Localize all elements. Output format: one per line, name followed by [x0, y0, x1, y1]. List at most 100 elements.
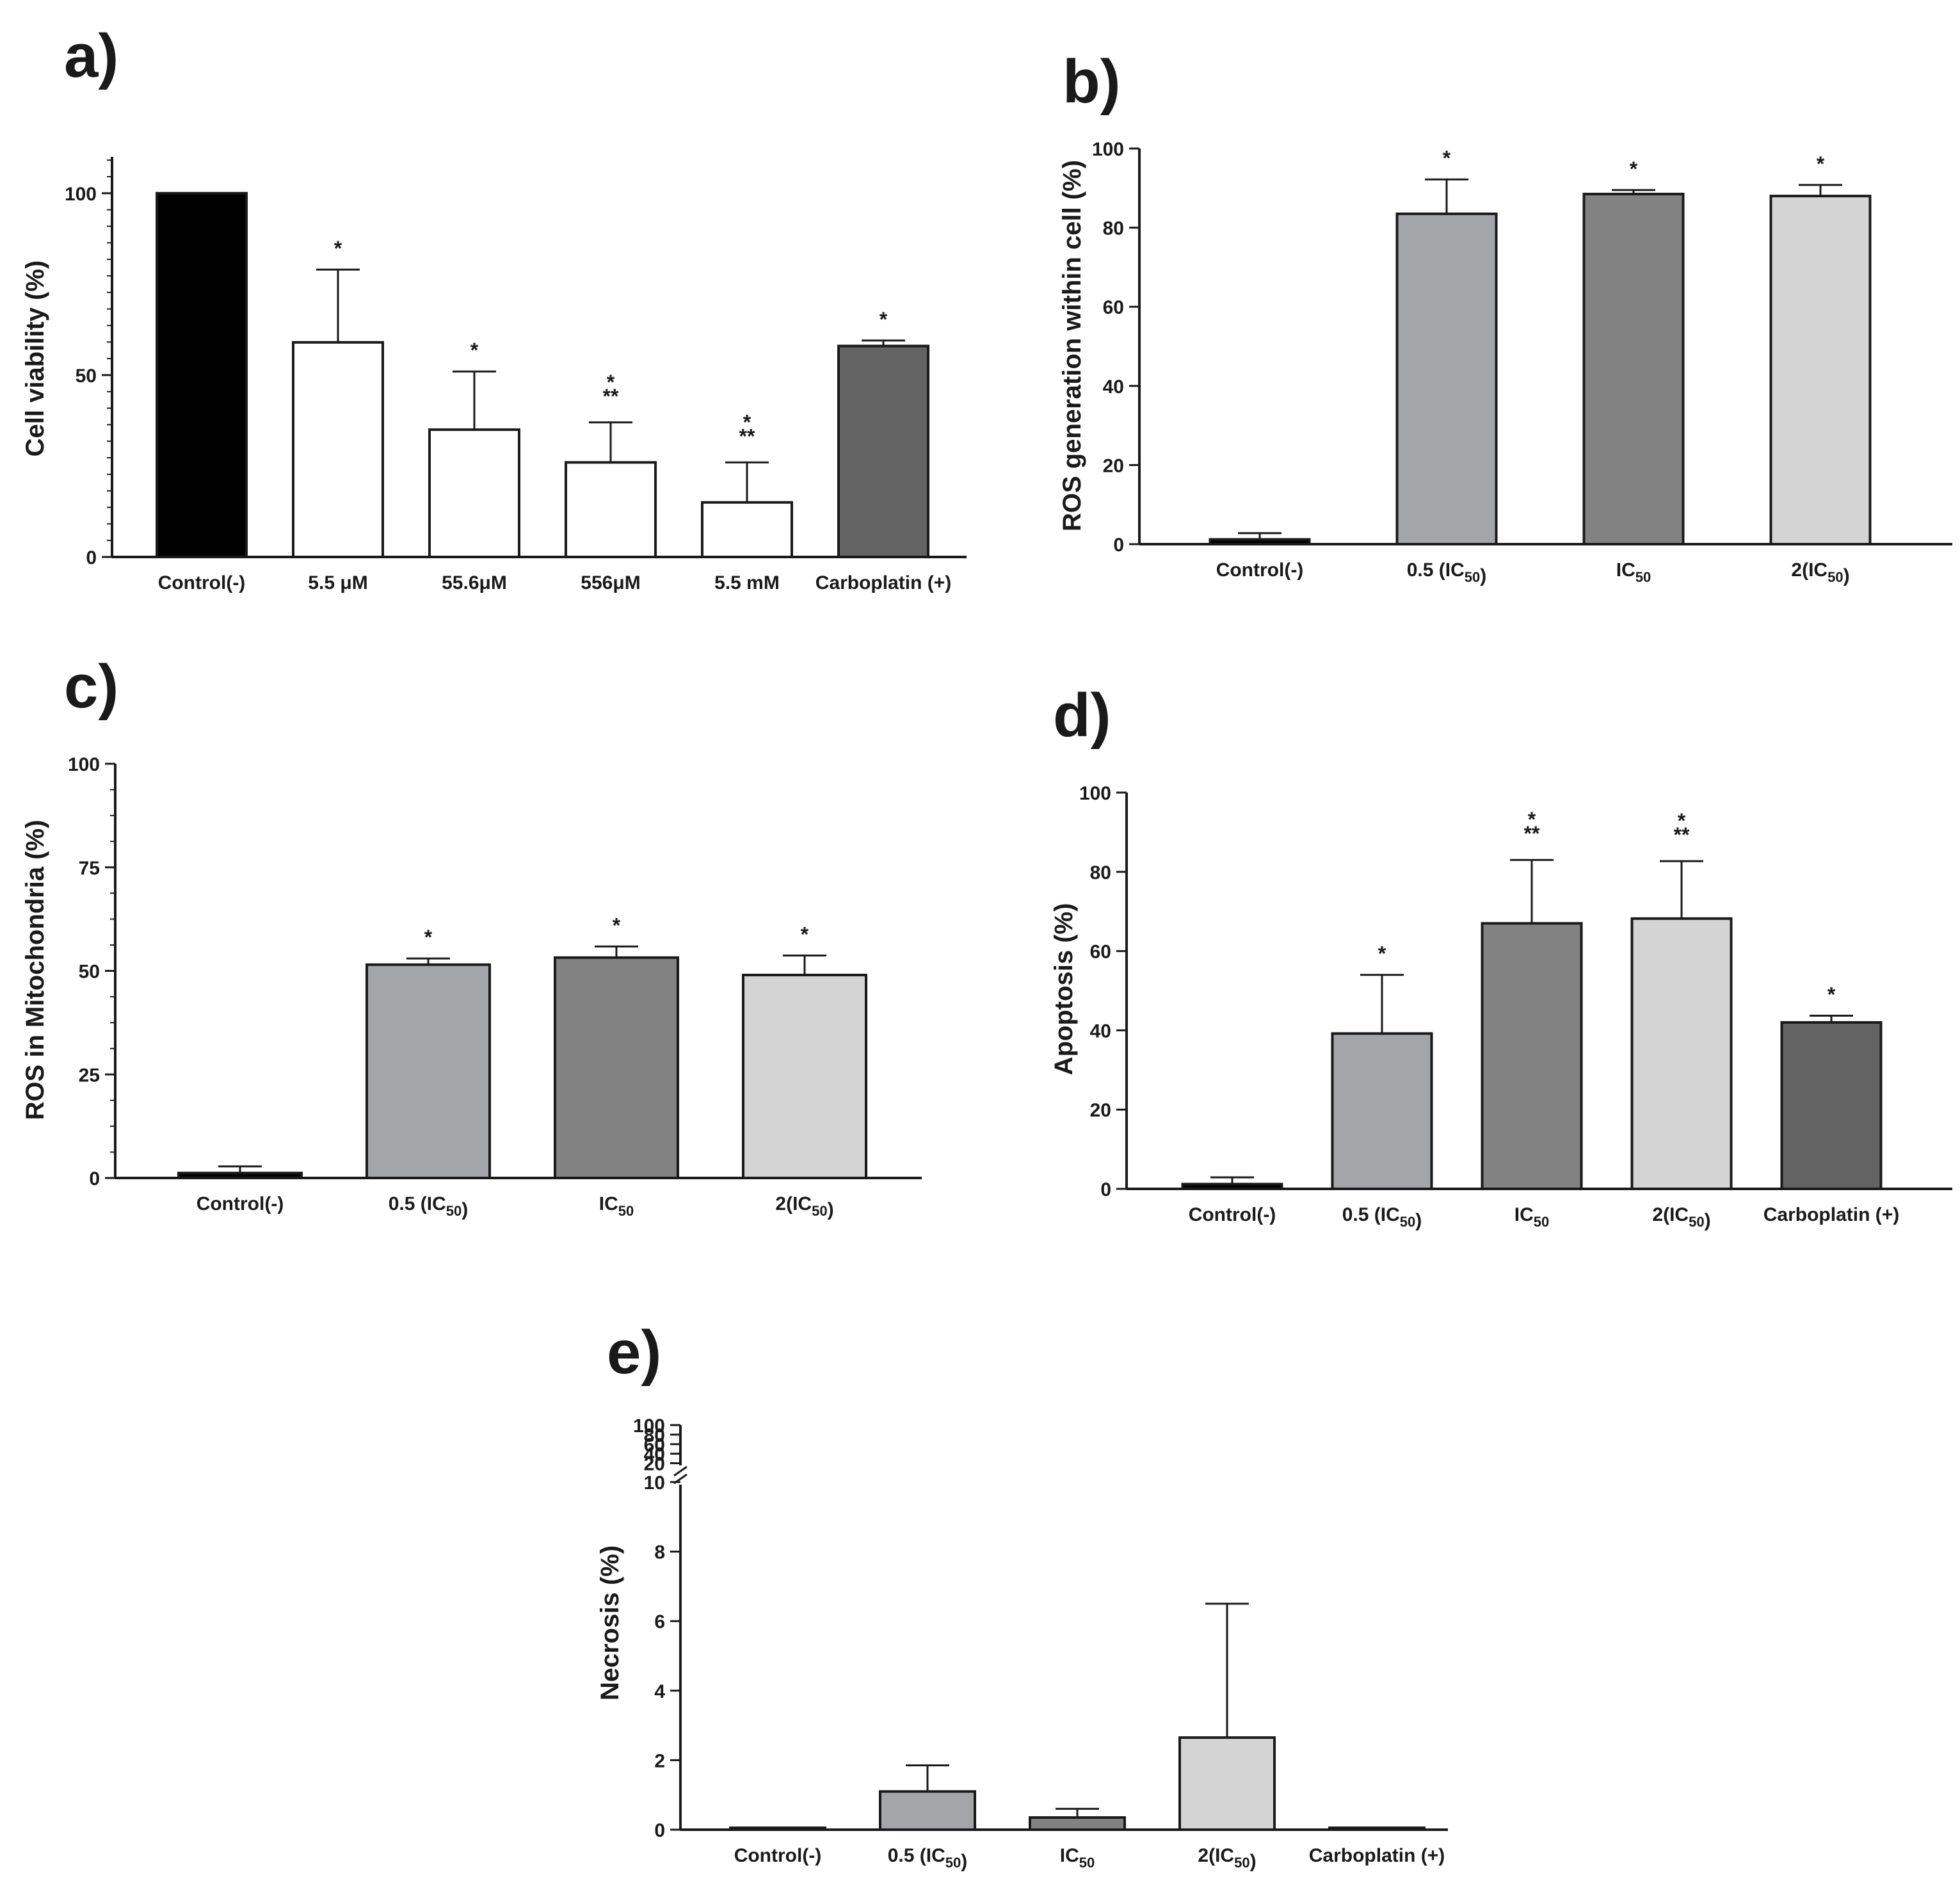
significance-label: *	[607, 371, 615, 394]
significance-label: *	[424, 926, 433, 949]
x-tick-label: IC50	[599, 1193, 634, 1219]
bar	[1630, 917, 1733, 1191]
y-tick-label: 80	[644, 1425, 665, 1446]
x-tick-label: 2(IC50)	[1652, 1204, 1710, 1231]
y-tick-label: 40	[1103, 376, 1124, 398]
bar	[1331, 1032, 1433, 1191]
x-tick-label: Control(-)	[158, 572, 246, 593]
y-tick-label: 40	[1090, 1020, 1111, 1042]
bar	[365, 963, 491, 1180]
panel-letter: d)	[1053, 681, 1111, 750]
y-tick-label: 100	[65, 184, 97, 205]
y-axis-label: ROS in Mitochondria (%)	[21, 820, 49, 1120]
significance-label: *	[1528, 808, 1536, 831]
significance-label: **	[1524, 822, 1540, 845]
chart-panel-c: c) 0 25 50 75 100 ROS in Mitochondria (%) Contr…	[21, 652, 922, 1220]
y-tick-label: 0	[654, 1820, 665, 1841]
x-tick-label: 2(IC50)	[1791, 560, 1849, 586]
chart-panel-a: a) 0 50 100 Cell viability (%) Control(-) * 5.5…	[21, 22, 967, 593]
x-tick-label: IC50	[1060, 1845, 1095, 1871]
bar	[156, 191, 248, 558]
significance-label: *	[1443, 147, 1451, 170]
bar	[1029, 1816, 1126, 1832]
x-tick-label: Control(-)	[197, 1193, 284, 1214]
significance-label: *	[1827, 983, 1836, 1006]
bar	[1780, 1021, 1883, 1191]
significance-label: **	[603, 385, 619, 408]
x-tick-label: 5.5 μM	[308, 572, 367, 593]
significance-label: *	[743, 410, 751, 433]
bar	[554, 956, 679, 1180]
y-tick-label: 4	[654, 1681, 665, 1702]
x-tick-label: Carboplatin (+)	[1763, 1204, 1900, 1225]
y-tick-label: 20	[644, 1454, 665, 1475]
bar	[1582, 193, 1685, 545]
significance-label: *	[1817, 152, 1825, 175]
y-tick-label: 75	[79, 858, 100, 879]
x-tick-label: 2(IC50)	[1198, 1845, 1256, 1872]
y-tick-label: 8	[654, 1542, 665, 1563]
significance-label: *	[801, 923, 809, 946]
x-tick-label: Control(-)	[1216, 560, 1304, 581]
significance-label: **	[1674, 823, 1690, 846]
x-tick-label: Carboplatin (+)	[815, 572, 952, 593]
bar	[428, 428, 520, 558]
y-tick-label: 20	[1090, 1100, 1111, 1121]
y-tick-label: 0	[89, 1168, 100, 1189]
x-tick-label: 556μM	[581, 572, 640, 593]
y-tick-label: 40	[644, 1444, 665, 1465]
x-tick-label: Control(-)	[734, 1845, 822, 1866]
bar	[742, 973, 867, 1179]
y-tick-label: 100	[1092, 139, 1124, 160]
significance-label: *	[880, 308, 888, 331]
y-tick-label: 50	[76, 366, 97, 387]
x-tick-label: 0.5 (IC50)	[888, 1845, 968, 1872]
y-tick-label: 60	[644, 1435, 665, 1456]
y-tick-label: 6	[654, 1611, 665, 1633]
significance-label: *	[334, 237, 342, 260]
x-tick-label: Carboplatin (+)	[1309, 1845, 1445, 1866]
y-axis-label: ROS generation within cell (%)	[1058, 160, 1086, 531]
y-tick-label: 60	[1103, 297, 1124, 318]
y-tick-label: 100	[633, 1415, 665, 1437]
axis-break-mark	[673, 1465, 687, 1477]
bar	[837, 344, 929, 558]
y-axis-label: Apoptosis (%)	[1050, 903, 1078, 1076]
y-tick-label: 100	[1079, 783, 1111, 804]
y-axis-label: Necrosis (%)	[596, 1545, 624, 1700]
bar	[565, 461, 657, 558]
x-tick-label: 2(IC50)	[775, 1193, 833, 1220]
bar	[177, 1172, 303, 1179]
y-tick-label: 80	[1103, 218, 1124, 239]
x-tick-label: Control(-)	[1189, 1204, 1276, 1225]
y-tick-label: 2	[654, 1750, 665, 1771]
significance-label: *	[470, 339, 479, 362]
bar	[1769, 195, 1872, 546]
y-tick-label: 0	[1100, 1179, 1111, 1200]
chart-panel-b: b) 0 20 40 60 80 100 ROS generation within cell…	[1058, 47, 1952, 586]
bar	[1209, 538, 1311, 545]
y-tick-label: 80	[1090, 862, 1111, 883]
x-tick-label: IC50	[1514, 1204, 1549, 1230]
bar	[292, 341, 384, 558]
y-tick-label: 0	[86, 547, 97, 569]
chart-panel-d: d) 0 20 40 60 80 100 Apoptosis (%) Control(-) * 0.…	[1050, 681, 1952, 1231]
bar	[1178, 1736, 1276, 1831]
x-tick-label: 0.5 (IC50)	[389, 1193, 469, 1220]
y-tick-label: 25	[79, 1065, 100, 1086]
bar	[1395, 212, 1498, 546]
bar	[879, 1790, 976, 1832]
bar	[1481, 922, 1583, 1191]
significance-label: *	[1630, 157, 1638, 181]
bar	[701, 501, 793, 558]
y-tick-label: 20	[1103, 455, 1124, 476]
significance-label: *	[613, 914, 621, 937]
bar	[1181, 1182, 1283, 1191]
y-axis-label: Cell viability (%)	[21, 261, 49, 457]
x-tick-label: 5.5 mM	[714, 572, 780, 593]
y-tick-label: 60	[1090, 942, 1111, 963]
x-tick-label: 55.6μM	[442, 572, 507, 593]
panel-letter: b)	[1063, 47, 1121, 116]
